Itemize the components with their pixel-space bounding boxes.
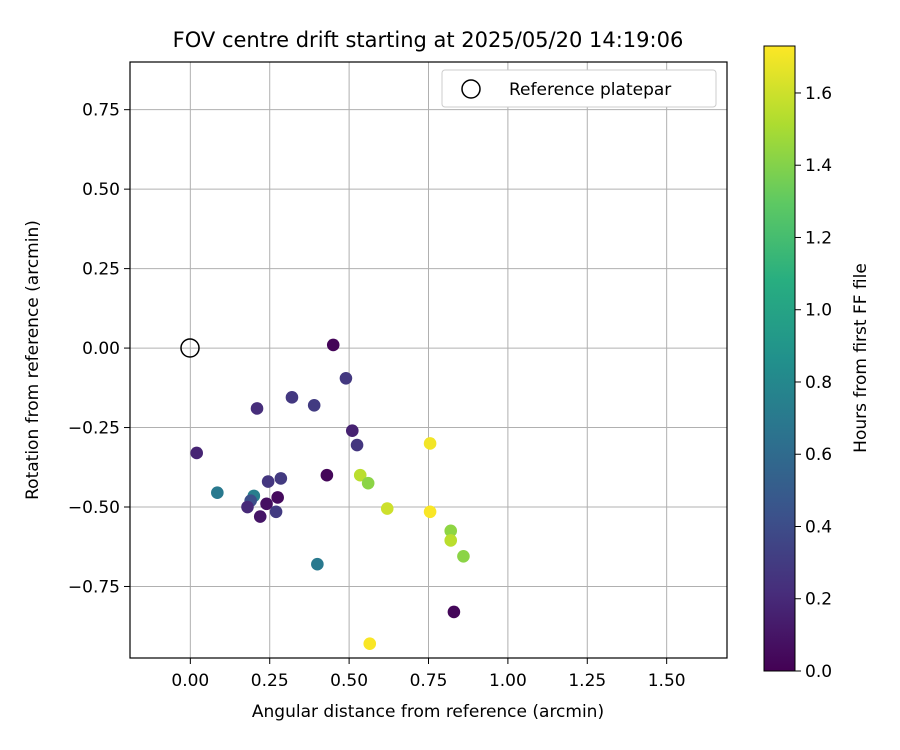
y-tick-label: 0.50 bbox=[82, 180, 120, 200]
x-tick-label: 0.75 bbox=[410, 671, 448, 691]
y-axis-ticks: 0.75 0.50 0.25 0.00 −0.25 −0.50 −0.75 bbox=[68, 101, 130, 597]
data-point bbox=[444, 524, 458, 538]
data-point bbox=[363, 637, 377, 650]
x-axis-label: Angular distance from reference (arcmin) bbox=[252, 702, 604, 722]
data-point bbox=[241, 500, 254, 514]
scatter-series bbox=[190, 338, 470, 650]
data-point bbox=[350, 438, 364, 452]
colorbar-tick-label: 0.6 bbox=[805, 445, 832, 465]
x-tick-label: 1.50 bbox=[648, 671, 686, 691]
y-tick-label: −0.50 bbox=[68, 498, 120, 518]
data-point bbox=[457, 549, 470, 563]
data-point bbox=[190, 446, 203, 460]
data-point bbox=[361, 476, 375, 490]
colorbar-tick-label: 1.6 bbox=[805, 84, 832, 104]
x-tick-label: 0.25 bbox=[251, 671, 289, 691]
x-tick-label: 1.25 bbox=[568, 671, 606, 691]
data-point bbox=[353, 468, 367, 482]
legend-marker bbox=[461, 79, 481, 99]
colorbar-tick-label: 1.2 bbox=[805, 228, 832, 248]
chart-title: FOV centre drift starting at 2025/05/20 … bbox=[173, 28, 684, 52]
data-point bbox=[250, 402, 264, 415]
y-tick-label: −0.25 bbox=[68, 419, 120, 439]
data-point bbox=[444, 534, 458, 547]
colorbar-ticks: 0.0 0.2 0.4 0.6 0.8 1.0 1.2 1.4 1.6 bbox=[795, 84, 832, 682]
y-tick-label: 0.00 bbox=[82, 339, 120, 359]
data-point bbox=[271, 491, 284, 504]
data-point bbox=[320, 468, 334, 482]
grid-lines bbox=[130, 62, 727, 658]
legend-box bbox=[441, 69, 717, 108]
data-point bbox=[307, 398, 321, 412]
data-point bbox=[447, 605, 461, 619]
data-point bbox=[261, 475, 275, 488]
x-tick-label: 1.00 bbox=[489, 671, 527, 691]
data-point bbox=[260, 497, 273, 511]
colorbar-label: Hours from first FF file bbox=[851, 263, 871, 453]
data-point bbox=[423, 437, 437, 450]
colorbar-tick-label: 0.8 bbox=[805, 373, 832, 393]
data-point bbox=[253, 510, 267, 523]
colorbar-tick-label: 0.0 bbox=[805, 662, 832, 682]
data-point bbox=[211, 486, 224, 500]
y-tick-label: 0.75 bbox=[82, 101, 120, 121]
data-point bbox=[423, 505, 437, 519]
data-point bbox=[274, 472, 288, 485]
x-axis-ticks: 0.00 0.25 0.50 0.75 1.00 1.25 1.50 bbox=[171, 658, 686, 691]
data-point bbox=[345, 424, 359, 438]
x-tick-label: 0.50 bbox=[330, 671, 368, 691]
legend-label: Reference platepar bbox=[509, 80, 671, 100]
data-point bbox=[380, 502, 394, 515]
colorbar-tick-label: 1.0 bbox=[805, 301, 832, 321]
y-tick-label: 0.25 bbox=[82, 260, 120, 280]
y-tick-label: −0.75 bbox=[68, 577, 120, 597]
colorbar bbox=[763, 45, 796, 672]
data-point bbox=[339, 371, 353, 385]
data-point bbox=[285, 391, 299, 404]
reference-platepar-marker bbox=[180, 338, 200, 358]
colorbar-tick-label: 0.2 bbox=[805, 590, 832, 610]
colorbar-tick-label: 1.4 bbox=[805, 156, 832, 176]
x-tick-label: 0.00 bbox=[171, 671, 209, 691]
colorbar-tick-label: 0.4 bbox=[805, 517, 832, 537]
plot-frame bbox=[129, 61, 728, 659]
data-point bbox=[269, 505, 283, 519]
y-axis-label: Rotation from reference (arcmin) bbox=[23, 220, 43, 500]
legend: Reference platepar bbox=[441, 69, 717, 108]
data-point bbox=[326, 338, 340, 352]
data-point bbox=[311, 557, 324, 571]
